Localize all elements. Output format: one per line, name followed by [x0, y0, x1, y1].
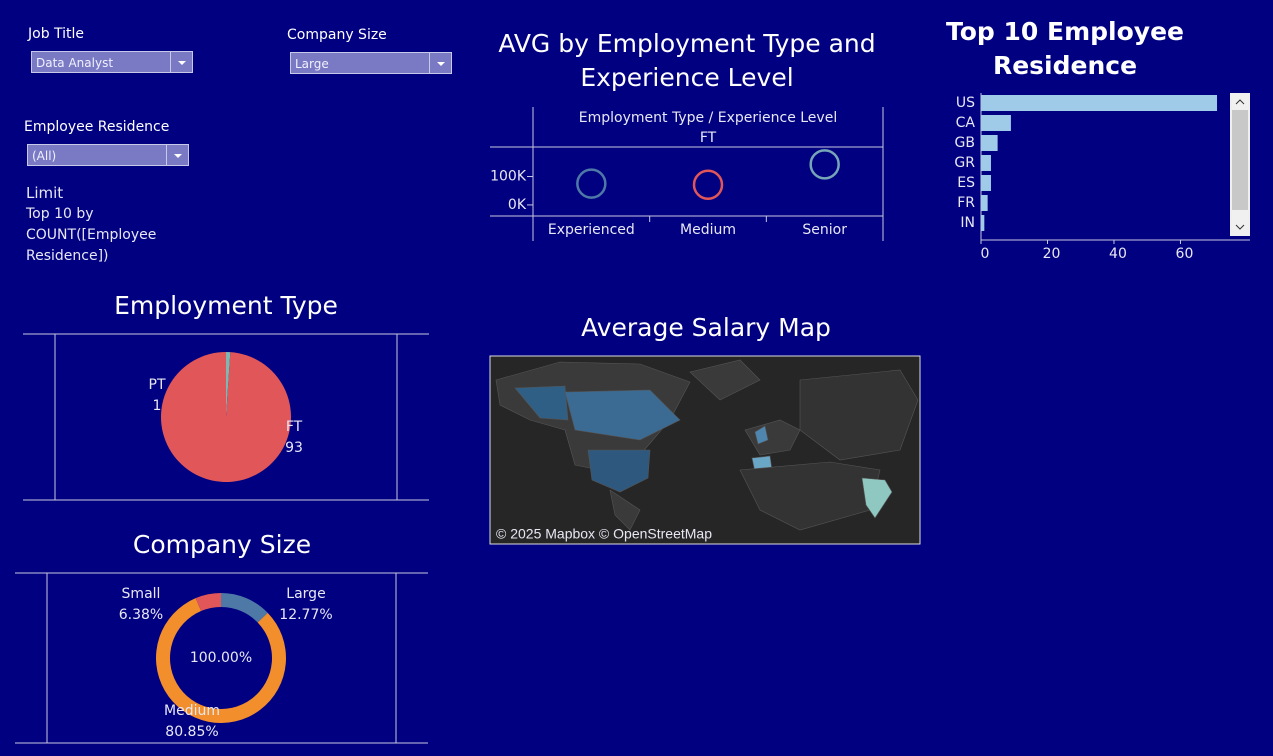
- bar: [981, 175, 991, 191]
- dropdown[interactable]: Data Analyst: [31, 51, 193, 73]
- slice-value: 80.85%: [165, 724, 218, 740]
- slice-value: 93: [285, 440, 303, 456]
- filter-label: Employee Residence: [24, 119, 170, 135]
- slice-value: 1: [153, 398, 162, 414]
- y-tick-label: IN: [960, 215, 975, 231]
- center-label: 100.00%: [190, 650, 252, 666]
- map-region: [514, 385, 569, 421]
- filter-label: Job Title: [28, 26, 85, 42]
- slice-value: 6.38%: [119, 607, 163, 623]
- dropdown[interactable]: (All): [27, 144, 189, 166]
- chart-title: Employment Type: [114, 291, 338, 320]
- chart-title: Average Salary Map: [581, 313, 831, 342]
- map-region: [799, 369, 919, 461]
- pie-slice: [161, 351, 292, 482]
- bar: [981, 215, 985, 231]
- x-tick-label: 20: [1043, 246, 1061, 262]
- dot: [692, 169, 724, 201]
- filter-label: Company Size: [287, 27, 387, 43]
- slice-label: FT: [286, 419, 303, 435]
- y-tick-label: GB: [955, 135, 975, 151]
- y-tick-label: 0K: [508, 197, 527, 213]
- x-tick-label: 0: [981, 246, 990, 262]
- pie-slice: [226, 352, 231, 417]
- chart-title: Top 10 Employee Residence: [946, 17, 1184, 80]
- chart-title: Company Size: [132, 530, 312, 559]
- donut-slice: [195, 593, 221, 612]
- donut-slice: [221, 593, 268, 623]
- map-attribution: © 2025 Mapbox © OpenStreetMap: [496, 526, 712, 542]
- map-region: [744, 419, 801, 456]
- bar: [981, 95, 1218, 111]
- dropdown-value: Data Analyst: [36, 56, 114, 70]
- bar: [981, 195, 988, 211]
- y-tick-label: 100K: [490, 169, 527, 185]
- map-region: [754, 425, 769, 445]
- x-tick-label: 40: [1109, 246, 1127, 262]
- limit-label: Limit: [26, 184, 64, 202]
- dropdown-arrow[interactable]: [166, 145, 188, 165]
- map-region: [861, 477, 893, 519]
- dot: [809, 149, 840, 180]
- y-tick-label: ES: [957, 175, 975, 191]
- x-tick-label: 60: [1176, 246, 1194, 262]
- map-region: [609, 489, 641, 531]
- y-tick-label: CA: [956, 115, 976, 131]
- limit-line: Residence]): [26, 248, 109, 264]
- map-region: [689, 359, 761, 401]
- scroll-down: [1235, 224, 1245, 230]
- slice-value: 12.77%: [279, 607, 332, 623]
- limit-line: COUNT([Employee: [26, 227, 157, 243]
- chart-title: AVG by Employment Type and Experience Le…: [498, 29, 876, 92]
- scrollbar-thumb: [1232, 110, 1248, 210]
- x-tick-label: Senior: [802, 222, 847, 238]
- slice-label: Small: [122, 586, 161, 602]
- bar: [981, 155, 991, 171]
- dot: [576, 168, 607, 199]
- dropdown-arrow[interactable]: [170, 52, 192, 72]
- map-region: [564, 389, 681, 441]
- bar: [981, 115, 1011, 131]
- map-region: [587, 449, 651, 493]
- y-tick-label: FR: [957, 195, 975, 211]
- dropdown-value: (All): [32, 149, 57, 163]
- x-tick-label: Experienced: [548, 222, 635, 238]
- y-tick-label: US: [956, 95, 975, 111]
- column-header: Employment Type / Experience Level: [579, 110, 837, 126]
- slice-label: PT: [149, 377, 166, 393]
- column-value: FT: [700, 130, 717, 146]
- dropdown-arrow[interactable]: [429, 53, 451, 73]
- bar: [981, 135, 998, 151]
- dropdown[interactable]: Large: [290, 52, 452, 74]
- x-tick-label: Medium: [680, 222, 736, 238]
- dropdown-value: Large: [295, 57, 329, 71]
- scroll-up: [1235, 99, 1245, 105]
- slice-label: Medium: [164, 703, 220, 719]
- y-tick-label: GR: [954, 155, 975, 171]
- limit-line: Top 10 by: [26, 206, 94, 222]
- slice-label: Large: [286, 586, 325, 602]
